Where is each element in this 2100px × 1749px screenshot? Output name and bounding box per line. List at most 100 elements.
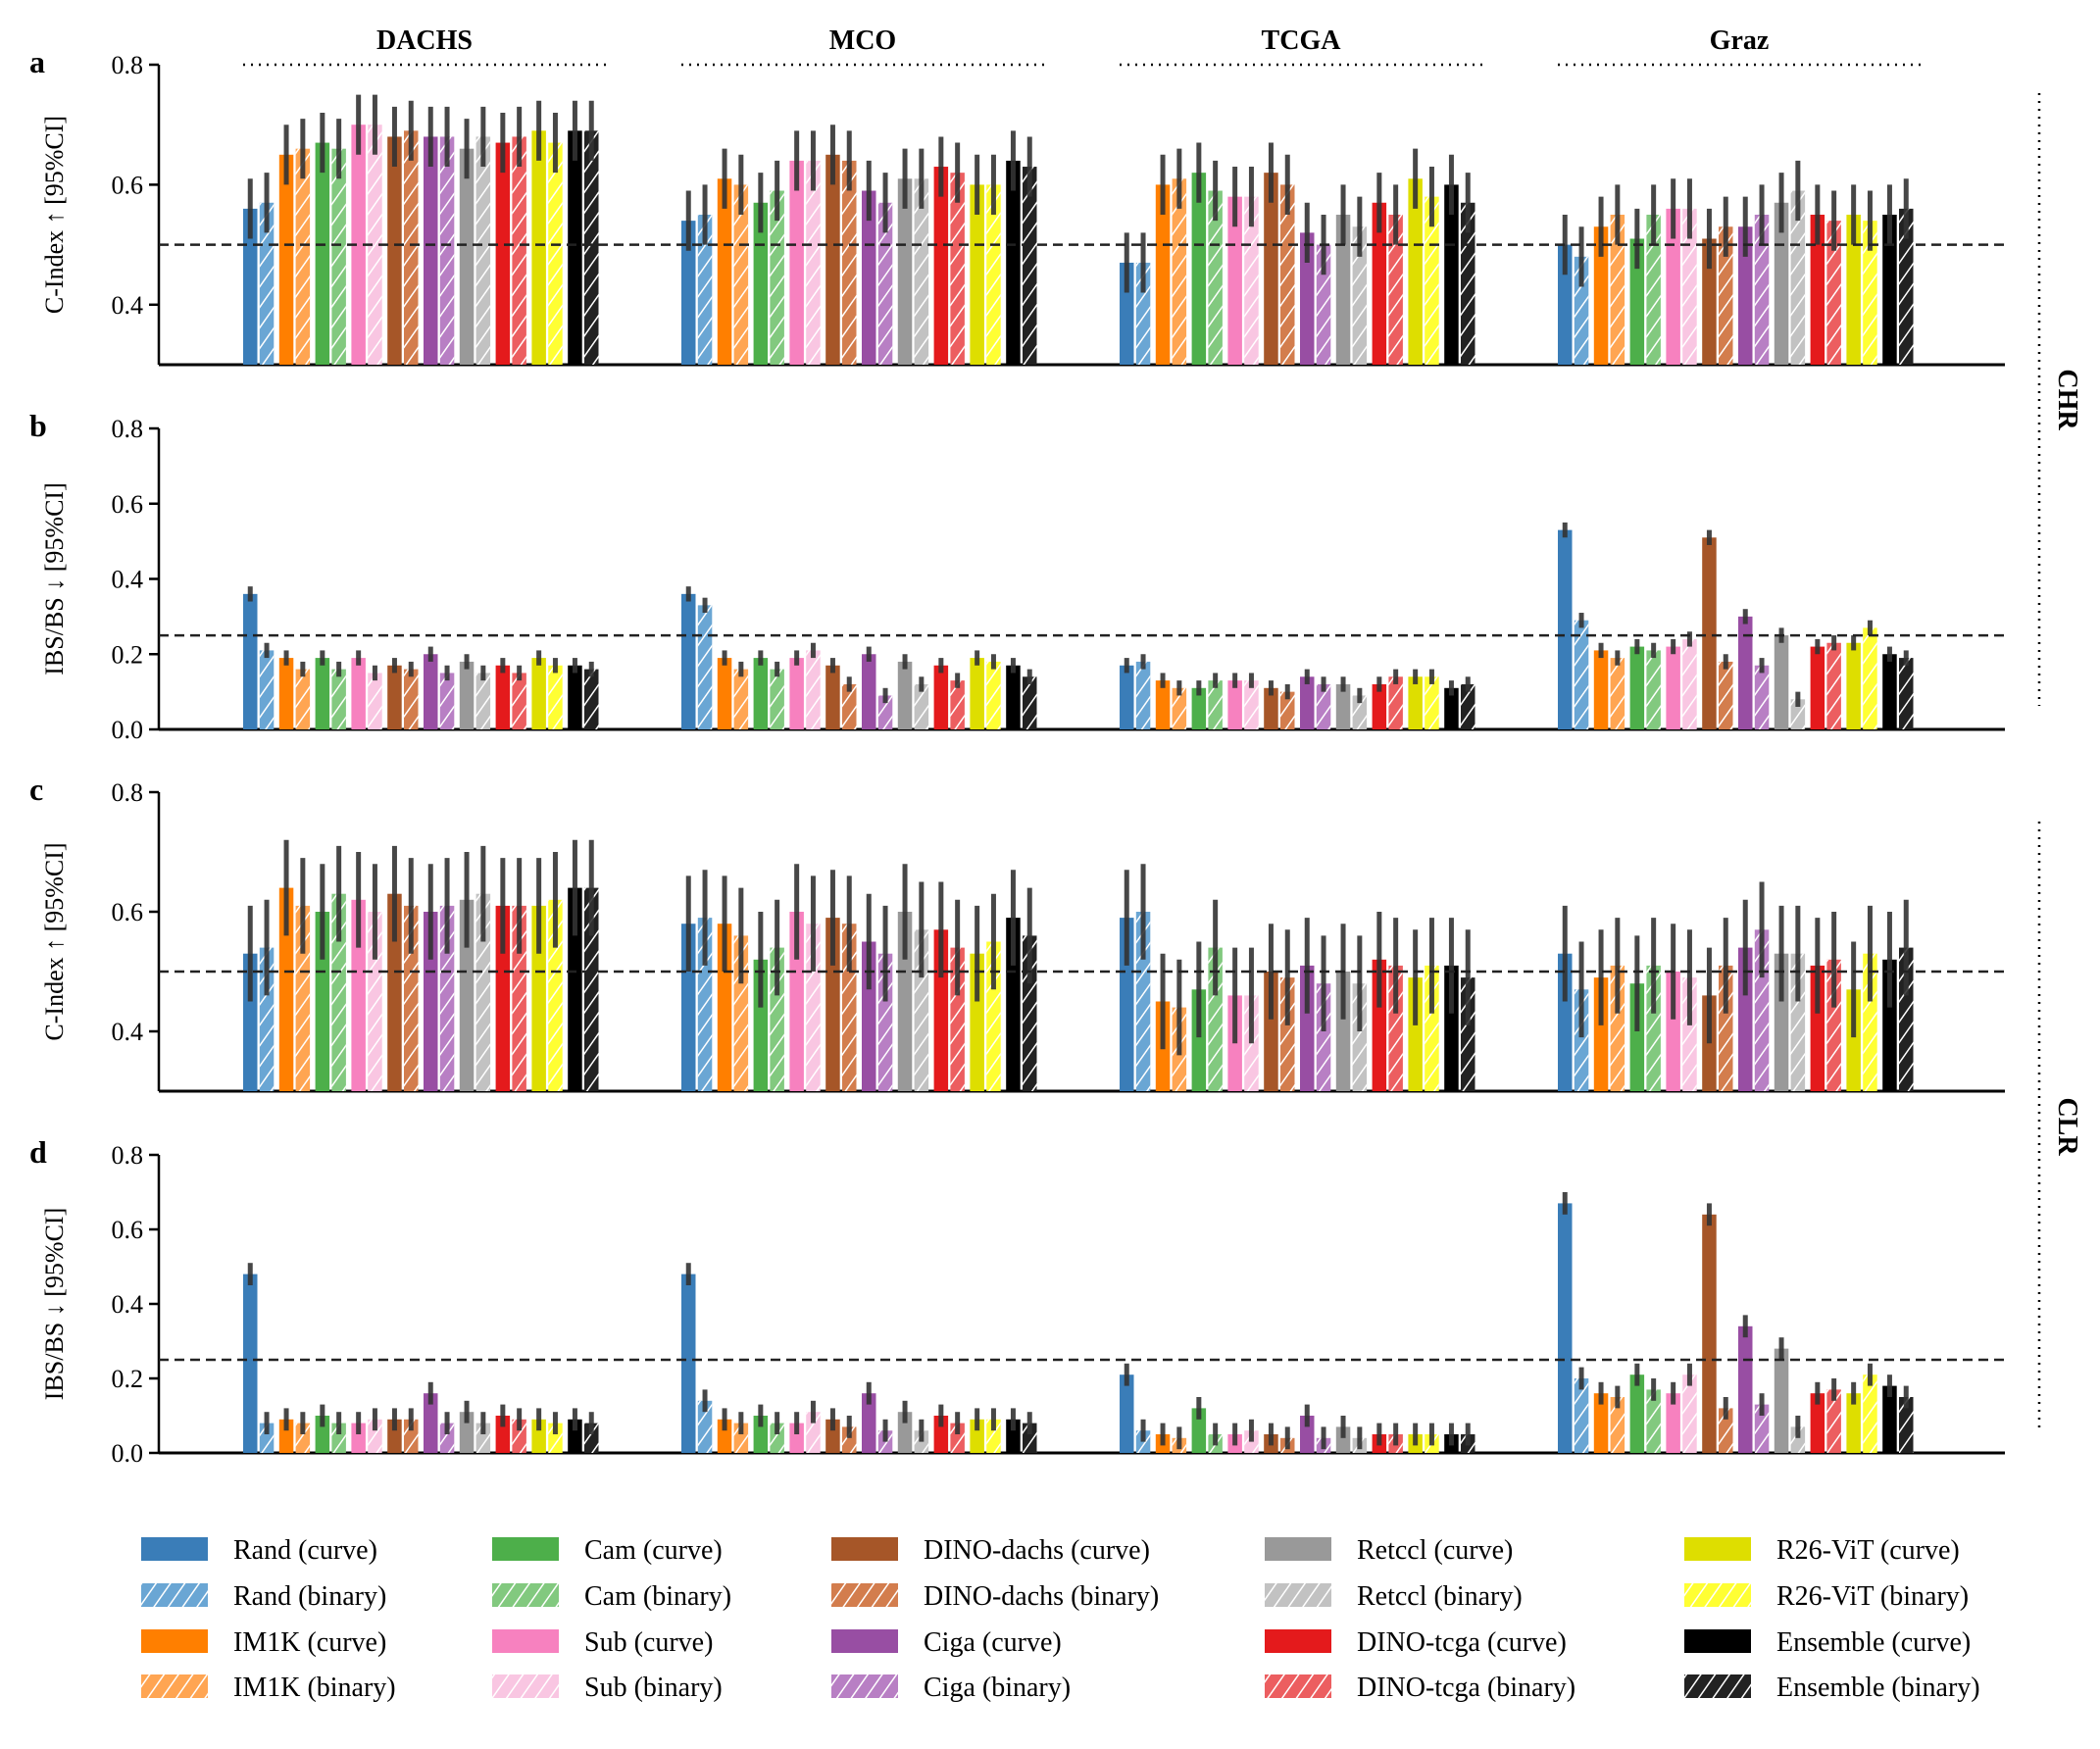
- bar: [1264, 173, 1278, 365]
- bar: [1738, 616, 1753, 729]
- bar: [933, 929, 949, 1091]
- bar-hatch: [697, 918, 713, 1091]
- bar-hatch: [1754, 665, 1770, 729]
- bar-hatch: [1899, 947, 1914, 1091]
- legend-item: DINO-dachs (binary): [831, 1581, 1159, 1612]
- bar-hatch: [1388, 215, 1403, 365]
- bar: [862, 941, 876, 1091]
- bar-hatch: [1646, 215, 1661, 365]
- legend-label: R26-ViT (curve): [1776, 1535, 1960, 1566]
- bar-hatch: [1574, 1378, 1589, 1453]
- bar: [1593, 650, 1609, 729]
- bar: [1882, 215, 1897, 365]
- bar-hatch: [331, 669, 346, 729]
- bar-hatch: [950, 680, 965, 729]
- bar-hatch: [1316, 244, 1331, 365]
- bar-hatch: [1244, 680, 1259, 729]
- bar-hatch: [1208, 680, 1223, 729]
- legend-swatch: [1265, 1629, 1331, 1653]
- legend-label: Rand (binary): [233, 1581, 386, 1612]
- bar: [1810, 1393, 1825, 1453]
- y-axis-label: IBS/BS ↓ [95%CI]: [40, 1208, 69, 1400]
- bar-hatch: [475, 136, 491, 365]
- bar: [1702, 238, 1717, 365]
- bar-hatch: [584, 130, 599, 365]
- bar: [495, 1416, 511, 1453]
- bar-hatch: [404, 1419, 419, 1453]
- bar: [1444, 965, 1459, 1091]
- bar-hatch: [439, 136, 455, 365]
- bar-hatch: [1826, 642, 1841, 729]
- bar-hatch: [1899, 1397, 1914, 1453]
- bar: [459, 899, 475, 1091]
- bar: [1666, 208, 1680, 365]
- bar: [278, 658, 294, 729]
- bar: [933, 1416, 949, 1453]
- bar: [1666, 1393, 1680, 1453]
- bar-hatch: [986, 1419, 1001, 1453]
- bar-hatch: [806, 650, 821, 729]
- bar: [1558, 244, 1573, 365]
- bar: [970, 184, 984, 365]
- group-title: TCGA: [1262, 25, 1342, 56]
- legend-swatch-hatch: [492, 1583, 559, 1607]
- bar: [753, 959, 769, 1091]
- bar: [495, 142, 511, 365]
- bar: [825, 665, 840, 729]
- bar-hatch: [1790, 953, 1806, 1091]
- bar-hatch: [1352, 695, 1368, 729]
- bar-hatch: [368, 673, 382, 729]
- bar: [387, 893, 402, 1091]
- legend-swatch: [492, 1629, 559, 1653]
- bar: [531, 905, 546, 1091]
- bar-hatch: [1023, 935, 1037, 1091]
- legend-item: Sub (binary): [492, 1673, 723, 1703]
- bar: [1882, 959, 1897, 1091]
- bar-hatch: [842, 683, 857, 729]
- bar-hatch: [584, 1423, 599, 1453]
- bar: [1227, 196, 1242, 365]
- bar: [459, 1412, 475, 1453]
- bar: [278, 1419, 294, 1453]
- bar-hatch: [259, 947, 275, 1091]
- bar: [1335, 1426, 1351, 1453]
- bar-hatch: [259, 650, 275, 729]
- bar: [531, 1419, 546, 1453]
- legend-item: Cam (curve): [492, 1535, 723, 1566]
- legend-swatch-hatch: [831, 1583, 898, 1607]
- legend-swatch: [141, 1629, 208, 1653]
- bar-hatch: [1682, 208, 1697, 365]
- bar: [1120, 665, 1134, 729]
- bar-hatch: [1646, 965, 1661, 1091]
- bar-hatch: [1863, 1374, 1877, 1453]
- bar: [1191, 173, 1207, 365]
- bar: [1006, 918, 1021, 1091]
- bar: [1702, 537, 1717, 729]
- side-label: CLR: [2052, 1097, 2082, 1156]
- bar-hatch: [1754, 1404, 1770, 1453]
- bar-hatch: [950, 173, 965, 365]
- bar-hatch: [1826, 221, 1841, 365]
- bar: [243, 1274, 258, 1453]
- bar-hatch: [295, 1423, 311, 1453]
- bar-hatch: [368, 125, 382, 365]
- bar: [1155, 184, 1171, 365]
- legend-label: R26-ViT (binary): [1776, 1581, 1969, 1612]
- bar: [1335, 972, 1351, 1091]
- bar: [1335, 683, 1351, 729]
- bar-hatch: [475, 1423, 491, 1453]
- bar: [789, 1423, 804, 1453]
- bar: [825, 1419, 840, 1453]
- bar-hatch: [986, 661, 1001, 729]
- bar-hatch: [842, 1426, 857, 1453]
- legend-label: Retccl (curve): [1357, 1535, 1513, 1566]
- bar: [1882, 1385, 1897, 1453]
- bar-hatch: [1135, 262, 1151, 365]
- bar: [1629, 1374, 1645, 1453]
- legend-swatch-hatch: [492, 1674, 559, 1698]
- bar: [1264, 687, 1278, 729]
- y-tick-label: 0.6: [112, 171, 144, 199]
- legend-item: Ensemble (binary): [1684, 1673, 1980, 1703]
- panel-letter: a: [29, 44, 45, 79]
- bar-hatch: [1425, 676, 1439, 729]
